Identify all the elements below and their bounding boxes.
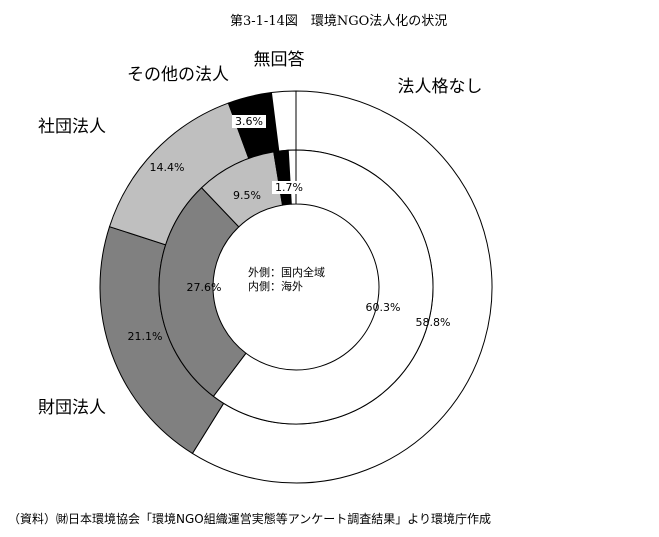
category-label-association: 社団法人 — [38, 117, 106, 137]
category-label-foundation: 財団法人 — [38, 398, 106, 418]
category-label-other-corporation: その他の法人 — [127, 65, 229, 85]
category-label-no-legal-status: 法人格なし — [398, 77, 483, 97]
center-label-line-2: 内側：海外 — [248, 279, 303, 293]
inner-label-association: 9.5% — [233, 189, 261, 202]
category-label-no-answer: 無回答 — [254, 50, 305, 70]
outer-label-foundation: 21.1% — [128, 330, 163, 343]
chart-title: 第3-1-14図 環境NGO法人化の状況 — [230, 14, 448, 29]
center-label-line-1: 外側：国内全域 — [248, 265, 325, 279]
inner-slice-no-legal-status — [212, 149, 434, 425]
inner-slice-foundation — [158, 187, 247, 397]
inner-label-other-corporation: 1.7% — [275, 181, 303, 194]
outer-label-other-corporation: 3.6% — [235, 115, 263, 128]
outer-label-association: 14.4% — [150, 161, 185, 174]
inner-label-foundation: 27.6% — [187, 281, 222, 294]
outer-label-no-legal-status: 58.8% — [416, 316, 451, 329]
inner-label-no-legal-status: 60.3% — [366, 301, 401, 314]
source-note: （資料）㈶日本環境協会「環境NGO組織運営実態等アンケート調査結果」より環境庁作… — [8, 512, 492, 526]
